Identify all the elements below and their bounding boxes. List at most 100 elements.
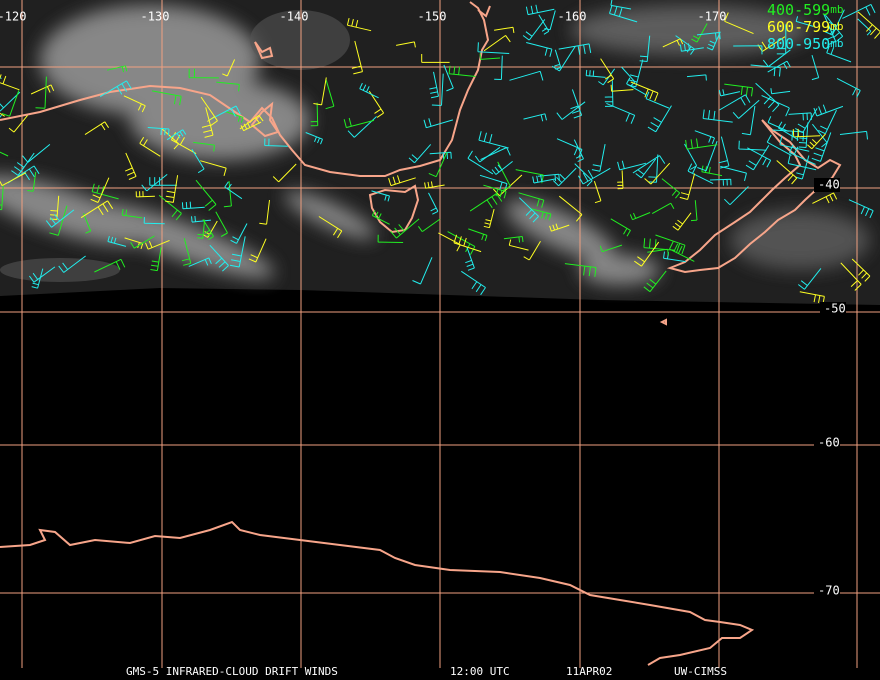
wind-barb bbox=[593, 181, 602, 204]
lon-label: -120 bbox=[0, 10, 26, 24]
wind-barb bbox=[857, 11, 880, 39]
lat-label: -60 bbox=[818, 436, 840, 450]
wind-barb bbox=[492, 174, 523, 197]
wind-barb bbox=[49, 195, 60, 220]
wind-barb bbox=[647, 105, 672, 133]
wind-barb bbox=[798, 122, 809, 148]
wind-barb bbox=[779, 135, 810, 152]
wind-barb bbox=[629, 212, 651, 221]
wind-barb bbox=[483, 184, 507, 199]
wind-barb bbox=[538, 14, 550, 35]
wind-barb bbox=[107, 65, 128, 73]
wind-barb bbox=[396, 41, 416, 48]
wind-barb bbox=[643, 270, 667, 293]
wind-barb bbox=[91, 183, 119, 200]
wind-barb bbox=[30, 84, 55, 95]
wind-barb bbox=[347, 116, 377, 138]
legend-range: 800-950 bbox=[767, 35, 830, 53]
wind-barb bbox=[49, 205, 68, 236]
wind-barb bbox=[823, 14, 837, 46]
wind-barb bbox=[0, 151, 9, 157]
wind-barb bbox=[766, 134, 792, 156]
wind-barb bbox=[585, 69, 606, 78]
wind-barb bbox=[494, 55, 503, 80]
wind-barb bbox=[694, 130, 715, 144]
wind-barb bbox=[851, 258, 871, 282]
lat-label: -50 bbox=[824, 302, 846, 316]
wind-barb bbox=[151, 90, 182, 106]
wind-barb bbox=[529, 208, 552, 221]
wind-barb bbox=[523, 241, 541, 261]
wind-barb bbox=[570, 89, 583, 119]
wind-barb bbox=[461, 270, 486, 296]
wind-barb bbox=[508, 239, 529, 251]
wind-barb bbox=[811, 54, 820, 81]
wind-barb bbox=[229, 236, 246, 268]
wind-barb bbox=[574, 163, 593, 187]
wind-barb bbox=[428, 151, 448, 178]
wind-barb bbox=[197, 219, 206, 239]
wind-barb bbox=[525, 4, 555, 16]
wind-barb bbox=[626, 77, 647, 96]
wind-barb bbox=[617, 170, 624, 190]
wind-barb bbox=[0, 172, 27, 187]
wind-barb bbox=[8, 115, 28, 133]
wind-barb bbox=[193, 141, 215, 152]
wind-barb bbox=[141, 174, 168, 192]
wind-barb bbox=[188, 68, 219, 79]
wind-barb bbox=[479, 53, 501, 60]
wind-barb bbox=[200, 96, 218, 127]
wind-barb bbox=[848, 199, 874, 219]
wind-barb bbox=[431, 73, 444, 106]
wind-barb bbox=[661, 178, 681, 199]
wind-barb bbox=[202, 219, 214, 241]
wind-barb bbox=[22, 144, 51, 163]
wind-barb bbox=[724, 83, 754, 97]
wind-barb bbox=[755, 82, 780, 113]
wind-barb bbox=[836, 77, 861, 98]
wind-barb bbox=[259, 199, 270, 225]
wind-barb bbox=[443, 64, 454, 92]
wind-barb bbox=[686, 74, 707, 81]
wind-barb bbox=[549, 223, 570, 232]
wind-barb bbox=[160, 127, 180, 150]
wind-barb bbox=[0, 112, 5, 117]
wind-barb bbox=[216, 81, 240, 92]
wind-barb bbox=[532, 174, 556, 184]
wind-barb bbox=[719, 94, 751, 111]
wind-barb bbox=[497, 161, 511, 191]
wind-barb bbox=[795, 16, 814, 27]
wind-barb bbox=[149, 177, 178, 186]
wind-barb bbox=[697, 141, 718, 172]
wind-barb bbox=[351, 40, 363, 75]
lon-label: -130 bbox=[141, 10, 170, 24]
wind-barb bbox=[750, 64, 781, 77]
wind-barb bbox=[99, 80, 132, 98]
wind-barb bbox=[812, 123, 828, 148]
footer-source: UW-CIMSS bbox=[674, 665, 727, 678]
footer-time: 12:00 UTC bbox=[450, 665, 510, 678]
wind-barb bbox=[421, 54, 450, 63]
wind-barb bbox=[556, 138, 583, 158]
wind-barb bbox=[687, 163, 714, 185]
wind-barb bbox=[842, 3, 876, 19]
wind-barb bbox=[709, 178, 732, 186]
wind-barb bbox=[408, 144, 432, 164]
wind-barb bbox=[428, 192, 439, 215]
wind-barb bbox=[272, 163, 297, 183]
wind-barb bbox=[313, 77, 327, 106]
wind-barb bbox=[145, 239, 170, 250]
wind-barb bbox=[634, 241, 660, 267]
wind-barb bbox=[305, 132, 323, 145]
wind-barb bbox=[651, 202, 675, 215]
wind-barb bbox=[724, 12, 754, 35]
wind-barb bbox=[465, 246, 475, 271]
wind-barb bbox=[577, 167, 611, 185]
wind-barb bbox=[706, 31, 721, 51]
legend-unit: mb bbox=[830, 20, 843, 33]
wind-barb bbox=[701, 165, 723, 177]
wind-barb bbox=[318, 216, 343, 239]
wind-barb bbox=[83, 213, 92, 234]
wind-barb bbox=[732, 99, 760, 119]
wind-barb bbox=[80, 200, 114, 219]
